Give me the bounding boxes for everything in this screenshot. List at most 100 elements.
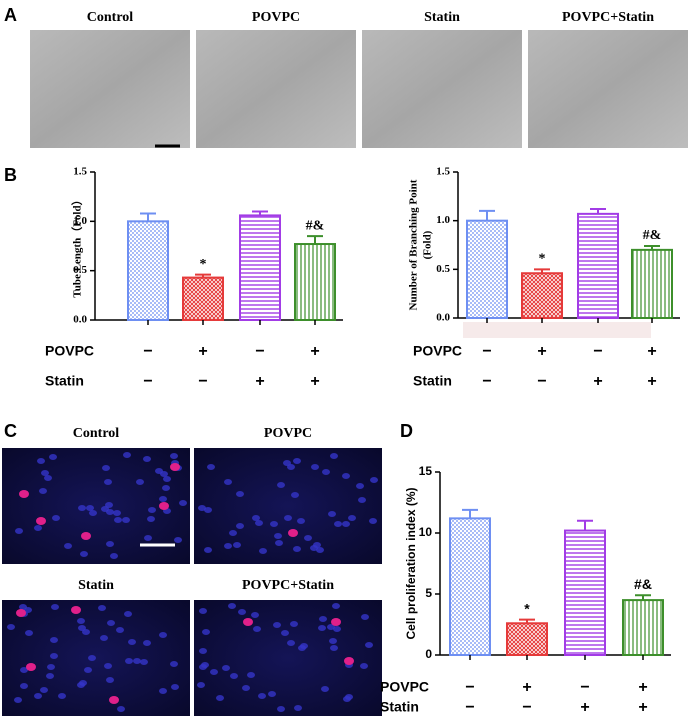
panel-label: B: [4, 165, 17, 185]
nucleus: [210, 669, 218, 675]
annotation: *: [524, 600, 530, 616]
error-bar: [140, 212, 156, 222]
nucleus: [40, 687, 48, 693]
image-label: Control: [73, 426, 120, 441]
nucleus: [44, 475, 52, 481]
nucleus: [7, 624, 15, 630]
nucleus: [171, 684, 179, 690]
nucleus: [143, 640, 151, 646]
nucleus: [107, 620, 115, 626]
annotation: #&: [643, 228, 662, 243]
treatment-sign: −: [255, 343, 264, 360]
y-axis-label: Tube Length（Fold）: [71, 194, 84, 297]
nucleus: [342, 521, 350, 527]
nucleus: [147, 516, 155, 522]
nucleus: [334, 521, 342, 527]
nucleus: [222, 665, 230, 671]
nucleus: [330, 453, 338, 459]
nucleus: [228, 603, 236, 609]
treatment-label: Statin: [413, 373, 452, 389]
nucleus: [199, 608, 207, 614]
bar: [631, 248, 673, 319]
treatment-sign: +: [537, 343, 546, 360]
nucleus: [98, 605, 106, 611]
nucleus: [50, 653, 58, 659]
treatment-sign: −: [143, 373, 152, 390]
background-strip: [463, 322, 651, 338]
bar: [521, 272, 563, 319]
treatment-sign: −: [482, 343, 491, 360]
nucleus: [89, 510, 97, 516]
nucleus: [148, 507, 156, 513]
error-bar: [534, 268, 550, 274]
nucleus: [133, 658, 141, 664]
nucleus: [270, 521, 278, 527]
nucleus: [162, 485, 170, 491]
annotation: *: [539, 252, 546, 267]
nucleus-positive: [159, 502, 169, 510]
error-bar: [252, 210, 268, 216]
treatment-label: POVPC: [413, 343, 462, 359]
nucleus: [136, 479, 144, 485]
nucleus: [140, 659, 148, 665]
nucleus: [159, 688, 167, 694]
error-bar: [307, 235, 323, 245]
nucleus: [39, 488, 47, 494]
nucleus: [236, 523, 244, 529]
nucleus: [252, 515, 260, 521]
nucleus: [116, 627, 124, 633]
nucleus: [159, 632, 167, 638]
treatment-sign: −: [143, 343, 152, 360]
annotation: *: [200, 257, 207, 272]
y-tick-label: 0: [425, 647, 432, 661]
y-axis-label: Cell proliferation index (%): [404, 487, 418, 639]
nucleus: [52, 515, 60, 521]
bar: [506, 622, 548, 657]
nucleus: [170, 453, 178, 459]
nucleus: [316, 547, 324, 553]
nucleus: [78, 505, 86, 511]
annotation: #&: [634, 576, 652, 592]
annotation: #&: [306, 218, 325, 233]
nucleus: [277, 706, 285, 712]
nucleus: [293, 546, 301, 552]
micrograph: [528, 30, 688, 148]
treatment-sign: +: [647, 373, 656, 390]
bar: [466, 219, 508, 320]
nucleus: [318, 625, 326, 631]
nucleus: [106, 541, 114, 547]
nucleus: [207, 464, 215, 470]
nucleus: [159, 496, 167, 502]
nucleus: [34, 693, 42, 699]
nucleus: [174, 537, 182, 543]
nucleus: [102, 465, 110, 471]
error-bar: [462, 508, 478, 519]
nucleus-positive: [81, 532, 91, 540]
nucleus: [20, 667, 28, 673]
nucleus: [170, 661, 178, 667]
nucleus: [293, 458, 301, 464]
y-tick-label: 1.5: [73, 166, 87, 178]
nucleus: [20, 683, 28, 689]
y-axis-label: Number of Branching Point: [408, 179, 420, 310]
nucleus-positive: [170, 463, 180, 471]
nucleus: [78, 625, 86, 631]
nucleus: [361, 614, 369, 620]
bar: [239, 214, 281, 321]
nucleus: [198, 505, 206, 511]
nucleus: [143, 456, 151, 462]
nucleus: [122, 517, 130, 523]
y-tick-label: 0.5: [436, 263, 450, 275]
nucleus: [88, 655, 96, 661]
nucleus: [202, 629, 210, 635]
nucleus: [46, 673, 54, 679]
nucleus: [34, 525, 42, 531]
nucleus: [313, 542, 321, 548]
nucleus: [238, 609, 246, 615]
nucleus: [332, 603, 340, 609]
nucleus: [343, 696, 351, 702]
nucleus: [179, 500, 187, 506]
treatment-sign: −: [580, 679, 589, 696]
nucleus: [15, 528, 23, 534]
